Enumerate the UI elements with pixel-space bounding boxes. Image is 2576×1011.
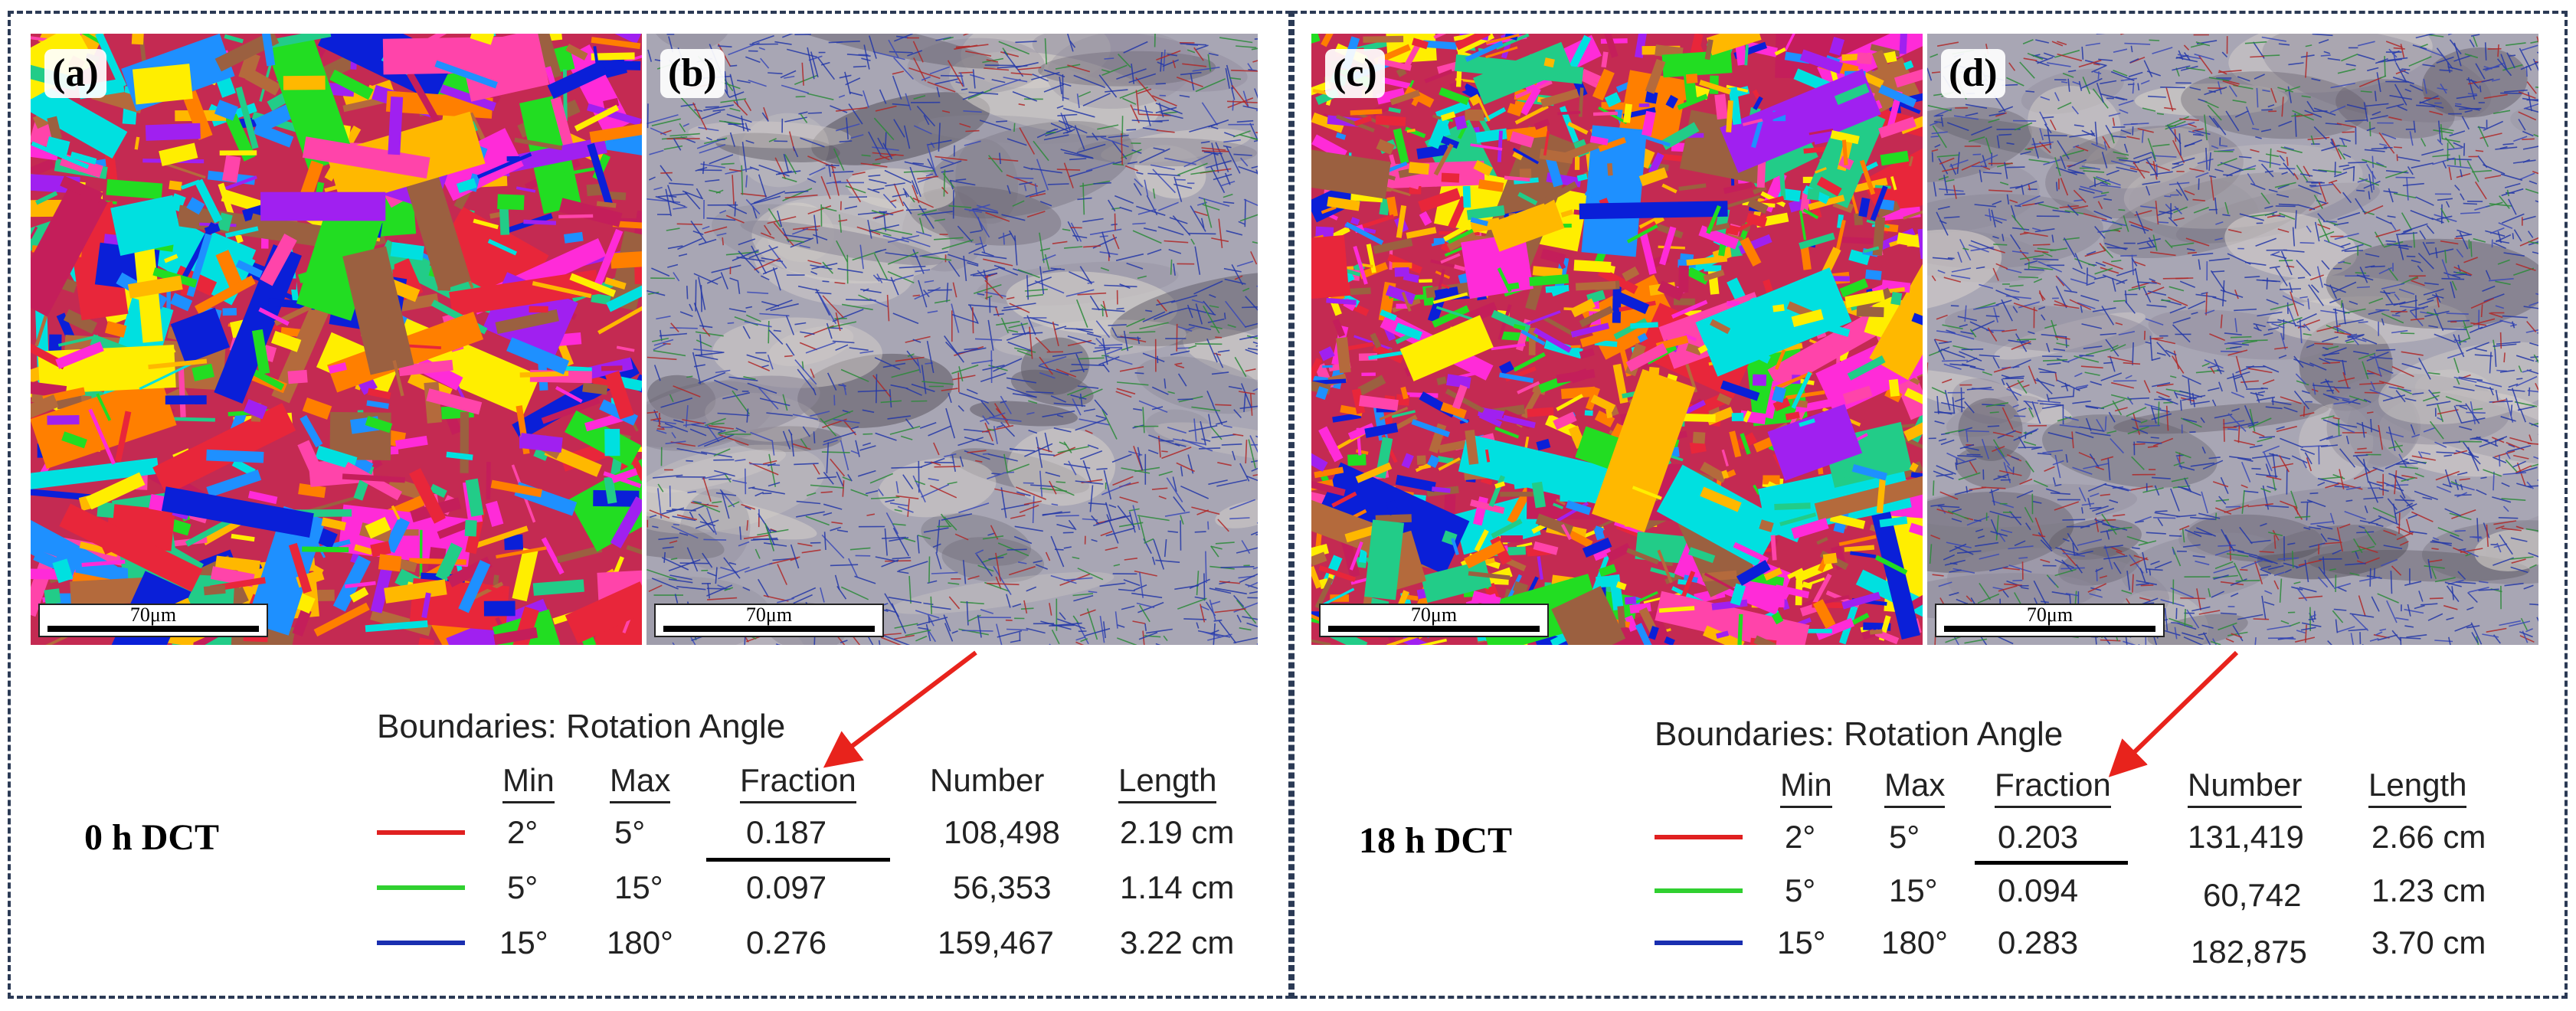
header-number: Number xyxy=(930,762,1045,798)
row-fraction: 0.283 xyxy=(1998,924,2079,960)
header-max: Max xyxy=(610,761,671,803)
legend-line-blue xyxy=(377,941,465,945)
row-fraction: 0.097 xyxy=(746,869,827,905)
row-length: 3.70 cm xyxy=(2371,924,2486,960)
header-min: Min xyxy=(502,761,555,803)
row-length: 1.23 cm xyxy=(2371,872,2486,908)
header-min: Min xyxy=(1780,766,1832,808)
boundary-map-image xyxy=(646,34,1258,645)
grain-orientation-map-c: (c) 70μm xyxy=(1311,34,1923,645)
legend-line-red xyxy=(1655,835,1743,839)
row-max: 5° xyxy=(1889,819,1920,855)
row-number: 108,498 xyxy=(944,814,1060,850)
boundary-map-b: (b) 70μm xyxy=(646,34,1258,645)
row-max: 180° xyxy=(607,924,673,960)
scale-bar: 70μm xyxy=(38,604,268,637)
panel-label: (a) xyxy=(44,49,106,98)
legend-line-green xyxy=(377,885,465,890)
boundary-map-image xyxy=(1927,34,2538,645)
row-fraction: 0.276 xyxy=(746,924,827,960)
row-number: 182,875 xyxy=(2191,934,2307,970)
scale-bar-label: 70μm xyxy=(2026,604,2074,626)
row-max: 180° xyxy=(1881,924,1948,960)
table-title: Boundaries: Rotation Angle xyxy=(1655,715,2064,753)
header-number: Number xyxy=(2188,766,2303,808)
red-arrow-icon xyxy=(823,650,977,768)
scale-bar: 70μm xyxy=(1935,604,2165,637)
scale-bar-line xyxy=(1328,626,1540,632)
scale-bar-line xyxy=(1944,626,2155,632)
condition-label: 18 h DCT xyxy=(1359,820,1513,861)
header-max: Max xyxy=(1884,766,1946,808)
scale-bar-label: 70μm xyxy=(745,604,793,626)
row-length: 2.19 cm xyxy=(1120,814,1235,850)
scale-bar: 70μm xyxy=(1319,604,1549,637)
row-min: 15° xyxy=(499,924,548,960)
scale-bar: 70μm xyxy=(654,604,884,637)
legend-line-blue xyxy=(1655,941,1743,945)
row-max: 15° xyxy=(614,869,663,905)
row-min: 2° xyxy=(507,814,538,850)
header-fraction: Fraction xyxy=(1995,766,2111,808)
panel-label: (c) xyxy=(1325,49,1385,98)
scale-bar-label: 70μm xyxy=(129,604,177,626)
scale-bar-line xyxy=(47,626,259,632)
fraction-underline xyxy=(1975,861,2128,865)
row-number: 131,419 xyxy=(2188,819,2304,855)
row-fraction: 0.203 xyxy=(1998,819,2079,855)
row-fraction: 0.187 xyxy=(746,814,827,850)
figure-panel-0h: (a) 70μm (b) 70μm 0 h DCT Boundaries: Ro… xyxy=(8,11,1291,999)
row-fraction: 0.094 xyxy=(1998,872,2079,908)
boundary-map-d: (d) 70μm xyxy=(1927,34,2538,645)
row-min: 5° xyxy=(507,869,538,905)
legend-line-red xyxy=(377,830,465,835)
panel-label: (d) xyxy=(1941,49,2005,98)
row-min: 5° xyxy=(1785,872,1816,908)
scale-bar-label: 70μm xyxy=(1410,604,1458,626)
panel-label: (b) xyxy=(660,49,725,98)
header-length: Length xyxy=(2368,766,2467,808)
boundaries-table: Boundaries: Rotation Angle Min Max Fract… xyxy=(377,708,1281,983)
row-max: 15° xyxy=(1889,872,1938,908)
figure-panel-18h: (c) 70μm (d) 70μm 18 h DCT Boundaries: R… xyxy=(1291,11,2568,999)
row-number: 159,467 xyxy=(938,924,1054,960)
grain-map-image xyxy=(31,34,642,645)
table-title: Boundaries: Rotation Angle xyxy=(377,708,786,745)
row-number: 56,353 xyxy=(953,869,1052,905)
fraction-underline xyxy=(706,858,890,862)
row-number: 60,742 xyxy=(2203,877,2302,913)
row-length: 3.22 cm xyxy=(1120,924,1235,960)
header-length: Length xyxy=(1118,761,1217,803)
row-max: 5° xyxy=(614,814,646,850)
grain-orientation-map-a: (a) 70μm xyxy=(31,34,642,645)
row-min: 15° xyxy=(1777,924,1826,960)
row-length: 1.14 cm xyxy=(1120,869,1235,905)
condition-label: 0 h DCT xyxy=(84,817,220,858)
scale-bar-line xyxy=(663,626,875,632)
grain-map-image xyxy=(1311,34,1923,645)
row-length: 2.66 cm xyxy=(2371,819,2486,855)
red-arrow-icon xyxy=(2108,650,2239,777)
boundaries-table: Boundaries: Rotation Angle Min Max Fract… xyxy=(1655,715,2558,991)
header-fraction: Fraction xyxy=(740,761,856,803)
row-min: 2° xyxy=(1785,819,1816,855)
legend-line-green xyxy=(1655,888,1743,893)
